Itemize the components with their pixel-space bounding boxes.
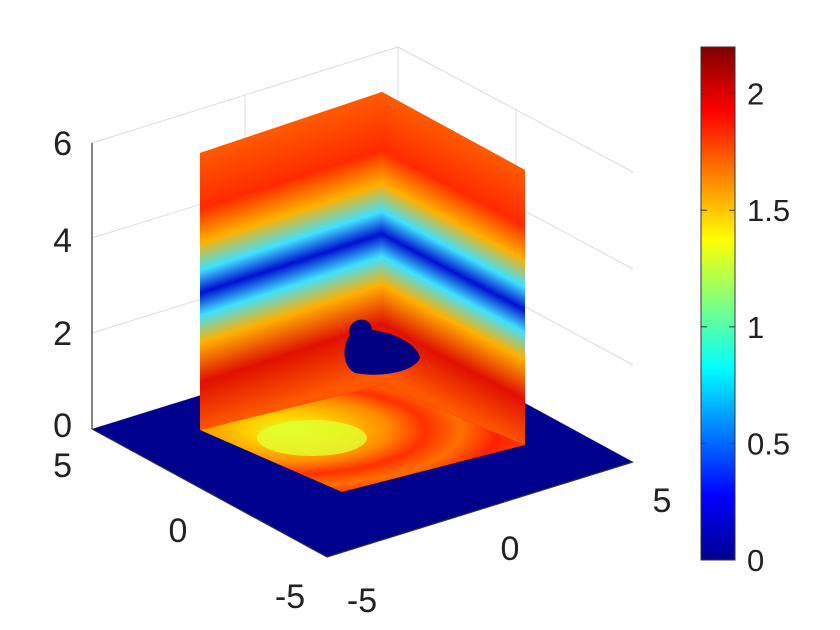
- y-axis-ticks: 5 0 -5: [53, 447, 305, 616]
- x-tick-label: -5: [347, 582, 377, 620]
- y-tick-label: 0: [169, 512, 188, 550]
- x-tick-label: 0: [501, 530, 520, 568]
- z-tick-label: 0: [53, 407, 72, 445]
- x-tick-label: 5: [653, 482, 672, 520]
- x-axis-ticks: -5 0 5: [347, 482, 672, 620]
- z-tick-label: 4: [53, 222, 72, 260]
- colorbar-tick-label: 1: [747, 310, 764, 345]
- y-tick-label: 5: [53, 447, 72, 485]
- colorbar-tick-label: 1.5: [747, 193, 790, 228]
- z-tick-label: 6: [53, 125, 72, 163]
- z-tick-label: 2: [53, 315, 72, 353]
- z-axis-ticks: 0 2 4 6: [53, 125, 72, 445]
- colorbar: 0 0.5 1 1.5 2: [700, 46, 790, 578]
- colorbar-tick-label: 2: [747, 77, 764, 112]
- front-axes: [91, 143, 634, 558]
- y-tick-label: -5: [275, 578, 305, 616]
- colorbar-gradient: [700, 46, 736, 561]
- colorbar-tick-label: 0: [747, 543, 764, 578]
- colorbar-tick-label: 0.5: [747, 426, 790, 461]
- obstacle-shape: [344, 319, 420, 375]
- colorbar-ticks: 0 0.5 1 1.5 2: [701, 77, 790, 578]
